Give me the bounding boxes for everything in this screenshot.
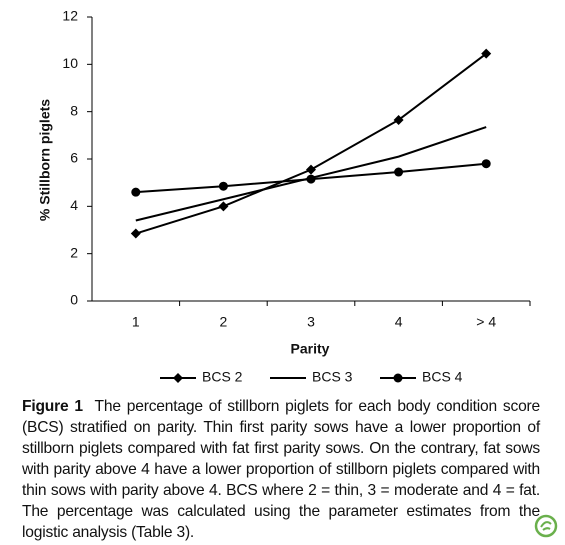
caption-text: The percentage of stillborn piglets for …	[22, 398, 541, 541]
y-tick-label: 6	[70, 150, 78, 166]
data-point	[306, 164, 316, 175]
data-point	[218, 201, 229, 212]
y-tick-label: 10	[62, 55, 78, 71]
caption-label: Figure 1	[22, 398, 83, 415]
legend-marker	[173, 373, 183, 383]
y-tick-label: 4	[70, 197, 78, 213]
data-point	[394, 167, 404, 177]
badge-icon	[534, 514, 558, 538]
x-tick-label: 3	[307, 314, 315, 330]
data-point	[481, 48, 492, 59]
data-point	[306, 174, 316, 184]
y-tick-label: 0	[70, 292, 78, 308]
x-tick-label: 4	[395, 314, 403, 330]
data-point	[218, 181, 228, 191]
y-axis-label: % Stillborn piglets	[37, 99, 53, 221]
caption: Figure 1 The percentage of stillborn pig…	[22, 396, 540, 543]
data-point	[131, 187, 141, 197]
x-tick-label: > 4	[476, 314, 496, 330]
series-line	[135, 52, 487, 235]
data-point	[393, 114, 404, 125]
legend-label: BCS 3	[312, 369, 353, 385]
y-tick-label: 12	[62, 8, 78, 24]
x-tick-label: 1	[132, 314, 140, 330]
legend-marker	[393, 373, 403, 383]
x-axis-label: Parity	[291, 341, 330, 357]
data-point	[130, 228, 141, 239]
y-tick-label: 2	[70, 244, 78, 260]
data-point	[481, 159, 491, 169]
x-tick-label: 2	[220, 314, 228, 330]
legend-label: BCS 2	[202, 369, 243, 385]
legend-label: BCS 4	[422, 369, 463, 385]
y-tick-label: 8	[70, 102, 78, 118]
